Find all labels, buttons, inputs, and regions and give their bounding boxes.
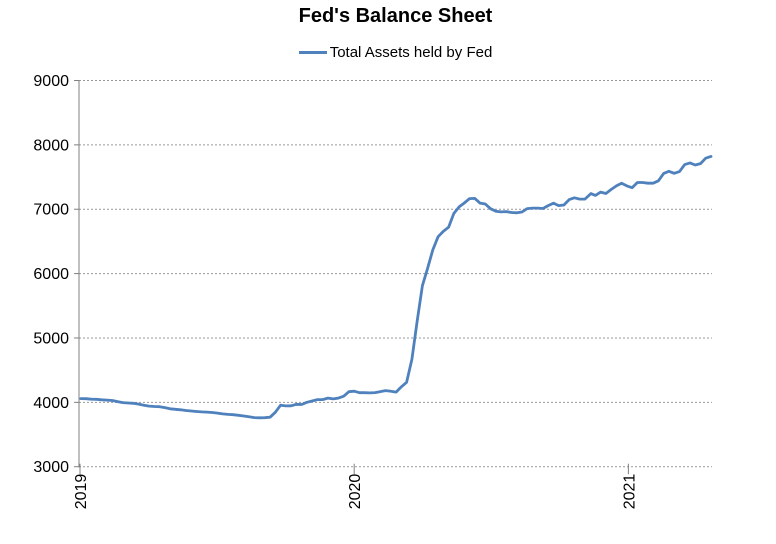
y-tick-label-8000: 8000 [33,137,69,154]
x-tick-label-2020: 2020 [347,474,364,510]
y-tick-label-4000: 4000 [33,395,69,412]
y-tick-label-5000: 5000 [33,330,69,347]
legend-line-swatch [298,51,327,54]
chart-title: Fed's Balance Sheet [298,5,493,27]
legend: Total Assets held by Fed [79,44,712,61]
legend-label: Total Assets held by Fed [329,44,493,61]
x-tick-label-2019: 2019 [73,474,90,510]
series-line-total-assets [79,154,713,420]
y-tick-label-9000: 9000 [33,73,69,90]
y-tick-label-7000: 7000 [33,202,69,219]
x-tick-label-2021: 2021 [621,474,638,510]
y-tick-label-3000: 3000 [33,459,69,476]
y-tick-label-6000: 6000 [33,266,69,283]
